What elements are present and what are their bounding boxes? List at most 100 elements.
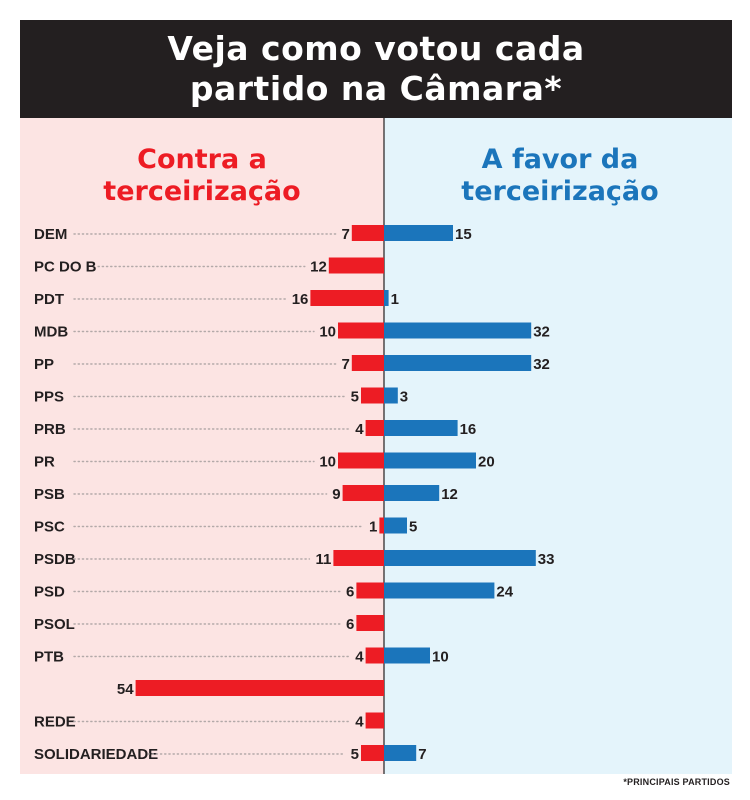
category-label: PSD [34,584,65,601]
favor-bar [384,745,417,761]
favor-value-label: 32 [533,356,550,373]
favor-value-label: 15 [455,226,472,243]
footnote: *PRINCIPAIS PARTIDOS [623,777,730,787]
chart-row: PPS 5 3 [34,387,408,406]
category-label: PP [34,356,54,373]
chart-row: PSOL 6 [34,615,384,633]
category-label: PPS [34,389,64,406]
favor-title-line-2: terceirização [461,176,658,207]
chart-row: 54 [117,680,384,698]
contra-bar [338,322,384,339]
chart-row: MDB 10 32 [34,322,550,341]
contra-bar [351,225,384,241]
favor-bar [384,387,398,404]
category-label: PR [34,454,55,471]
contra-bar [361,745,384,761]
category-label: PSB [34,486,65,503]
contra-value-label: 12 [310,259,327,276]
contra-title-line-2: terceirização [103,176,300,207]
favor-value-label: 10 [432,649,449,666]
favor-bar [384,582,495,599]
contra-bar [379,517,384,534]
contra-bar [338,452,384,469]
chart-header: Veja como votou cada partido na Câmara* [20,20,732,118]
favor-bar [384,647,430,664]
contra-bar [342,485,384,501]
favor-bar [384,517,407,534]
contra-bar [351,355,384,371]
chart-row: PP 7 32 [34,355,550,373]
chart-title-line-1: Veja como votou cada [167,29,585,68]
favor-value-label: 24 [496,584,513,601]
category-label: MDB [34,324,68,341]
contra-value-label: 16 [292,291,309,308]
contra-value-label: 7 [341,356,349,373]
chart-title-line-2: partido na Câmara* [189,69,563,108]
chart-row: DEM 7 15 [34,225,472,243]
contra-value-label: 1 [369,519,377,536]
contra-value-label: 4 [355,714,364,731]
favor-value-label: 33 [538,551,555,568]
category-label: SOLIDARIEDADE [34,746,158,763]
chart-row: PTB 4 10 [34,647,449,666]
contra-value-label: 4 [355,421,364,438]
contra-value-label: 5 [351,746,359,763]
category-label: PTB [34,649,64,666]
chart-row: PC DO B 12 [34,257,384,276]
chart-row: PSDB 11 33 [34,550,554,568]
chart-row: PSD 6 24 [34,582,514,601]
category-label: PSOL [34,616,75,633]
contra-title-line-1: Contra a [137,144,267,175]
favor-value-label: 3 [400,389,408,406]
favor-value-label: 5 [409,519,417,536]
favor-value-label: 7 [418,746,426,763]
favor-value-label: 1 [391,291,399,308]
chart-row: REDE 4 [34,712,384,731]
contra-value-label: 6 [346,584,354,601]
contra-bar [356,615,384,631]
favor-title-line-1: A favor da [482,144,639,175]
contra-bar [333,550,384,566]
contra-value-label: 11 [316,551,332,568]
contra-value-label: 4 [355,649,364,666]
category-label: REDE [34,714,76,731]
chart-row: PDT 16 1 [34,290,399,308]
contra-value-label: 54 [117,681,134,698]
contra-value-label: 10 [319,324,336,341]
contra-bar [365,712,384,729]
favor-bar [384,225,453,241]
chart-row: PR 10 20 [34,452,495,471]
chart-row: SOLIDARIEDADE 5 7 [34,745,427,763]
contra-bar [365,420,384,436]
contra-bar [310,290,384,306]
contra-bar [135,680,384,696]
category-label: PSDB [34,551,76,568]
favor-bar [384,550,536,566]
favor-bar [384,322,532,339]
favor-bar [384,485,440,501]
contra-bar [356,582,384,599]
category-label: PC DO B [34,259,97,276]
contra-bar [361,387,384,404]
favor-panel-background [384,118,732,774]
favor-value-label: 32 [533,324,550,341]
chart-row: PRB 4 16 [34,420,476,438]
contra-panel-background [20,118,384,774]
contra-value-label: 9 [332,486,340,503]
favor-bar [384,452,476,469]
category-label: DEM [34,226,67,243]
chart-row: PSC 1 5 [34,517,417,536]
chart-row: PSB 9 12 [34,485,458,503]
category-label: PDT [34,291,64,308]
contra-value-label: 6 [346,616,354,633]
contra-bar [365,647,384,664]
contra-bar [328,257,384,274]
favor-bar [384,290,389,306]
favor-value-label: 16 [460,421,477,438]
category-label: PRB [34,421,66,438]
contra-value-label: 5 [351,389,359,406]
contra-value-label: 10 [319,454,336,471]
contra-value-label: 7 [341,226,349,243]
favor-bar [384,355,532,371]
